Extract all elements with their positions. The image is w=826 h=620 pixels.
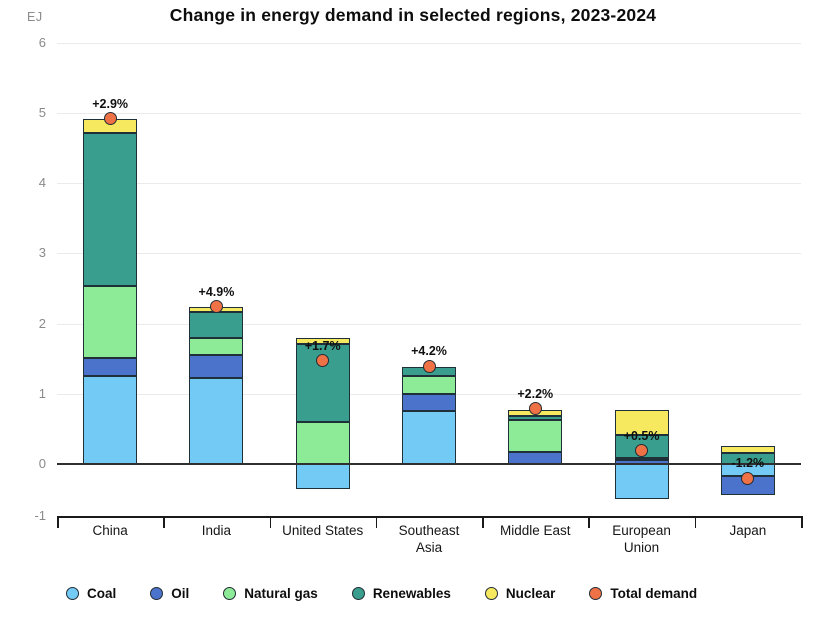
gridline-y-2 [57,323,801,325]
renewables-swatch-icon [351,587,365,600]
y-axis-tick-label: 6 [38,34,46,50]
bar-segment-renewables-middle-east [508,415,563,421]
y-axis-tick-label: 3 [38,245,46,261]
x-axis-category-label-china: China [92,523,128,538]
y-axis-tick-label: 0 [38,456,46,471]
x-axis-tick [375,516,378,528]
bar-segment-natural-gas-middle-east [508,420,563,453]
total-demand-dot-southeast-asia [422,359,436,373]
coal-swatch-icon [66,587,79,600]
legend-item-nuclear: Nuclear [484,586,556,601]
x-axis-tick [588,516,590,528]
total-demand-dot-india [209,300,223,314]
x-axis-tick [269,516,272,528]
total-demand-dot-european-union [635,444,649,458]
y-axis-tick-label: -1 [34,508,46,523]
bar-segment-coal-european-union [614,464,669,500]
y-axis-unit-label: EJ [27,10,43,24]
oil-swatch-icon [150,587,164,600]
x-axis-category-label-india: India [201,523,232,538]
x-axis-tick [801,516,803,528]
total-demand-dot-japan [741,471,755,485]
bar-segment-natural-gas-southeast-asia [402,375,456,394]
bar-segment-nuclear-japan [720,446,775,453]
bar-segment-natural-gas-china [83,286,138,358]
total-demand-dot-china [103,112,117,126]
y-axis-tick-label: 2 [38,315,46,331]
x-axis-category-label-european-union: European Union [612,523,671,555]
bar-segment-oil-india [189,355,244,379]
bar-segment-nuclear-united-states [295,337,350,344]
gridline-y-6 [57,42,801,44]
legend-item-renewables: Renewables [351,586,451,601]
x-axis-line [57,516,801,518]
bar-segment-natural-gas-united-states [295,421,350,464]
y-axis-tick-label: 1 [38,385,46,401]
total-demand-percent-label: +2.2% [517,386,554,401]
total-demand-dot-middle-east [528,402,542,416]
legend-item-coal: Coal [66,586,116,601]
total-demand-percent-label: +4.9% [198,284,235,299]
x-axis-tick [57,516,59,528]
nuclear-swatch-icon [484,587,498,600]
bar-segment-coal-china [83,376,138,464]
x-axis-tick [482,516,484,528]
bar-segment-natural-gas-european-union [614,458,669,461]
chart-legend: Coal Oil Natural gas Renewables Nuclear Total… [66,586,697,601]
zero-baseline [57,463,801,465]
x-axis-category-label-middle-east: Middle East [500,523,571,538]
bar-segment-oil-southeast-asia [402,393,456,412]
legend-item-oil: Oil [150,586,189,601]
total-demand-percent-label: +1.7% [304,338,341,353]
legend-item-total-demand: Total demand [589,586,697,601]
bar-segment-coal-southeast-asia [402,411,456,464]
gridline-y-5 [57,113,801,114]
x-axis-category-label-southeast-asia: Southeast Asia [398,523,460,555]
natural-gas-swatch-icon [223,587,237,600]
gridline-y-3 [57,253,801,255]
bar-segment-coal-united-states [295,464,350,489]
total-demand-percent-label: -1.2% [731,456,765,471]
y-axis-tick-label: 5 [38,105,46,120]
bar-segment-renewables-china [83,132,138,287]
total-demand-percent-label: +2.9% [92,96,129,111]
legend-label: Nuclear [505,586,556,601]
total-demand-swatch-icon [589,587,603,600]
bar-segment-coal-india [189,378,244,464]
total-demand-percent-label: +4.2% [411,344,447,359]
total-demand-dot-united-states [316,354,330,368]
bar-segment-natural-gas-india [189,338,244,356]
x-axis-category-label-japan: Japan [729,523,767,538]
chart-title: Change in energy demand in selected regi… [169,5,657,25]
gridline-y-4 [57,183,801,185]
bar-segment-oil-china [83,357,138,377]
x-axis-category-label-united-states: United States [282,523,364,538]
legend-label: Natural gas [244,586,318,601]
bar-segment-renewables-india [189,312,244,339]
x-axis-tick [163,516,165,528]
x-axis-tick [694,516,697,528]
y-axis-tick-label: 4 [38,175,46,191]
total-demand-percent-label: +0.5% [623,428,660,443]
bar-segment-nuclear-european-union [614,409,669,435]
legend-item-natural-gas: Natural gas [223,586,318,601]
legend-label: Coal [87,586,117,601]
legend-label: Total demand [610,586,698,601]
legend-label: Oil [171,586,190,601]
legend-label: Renewables [372,586,451,601]
